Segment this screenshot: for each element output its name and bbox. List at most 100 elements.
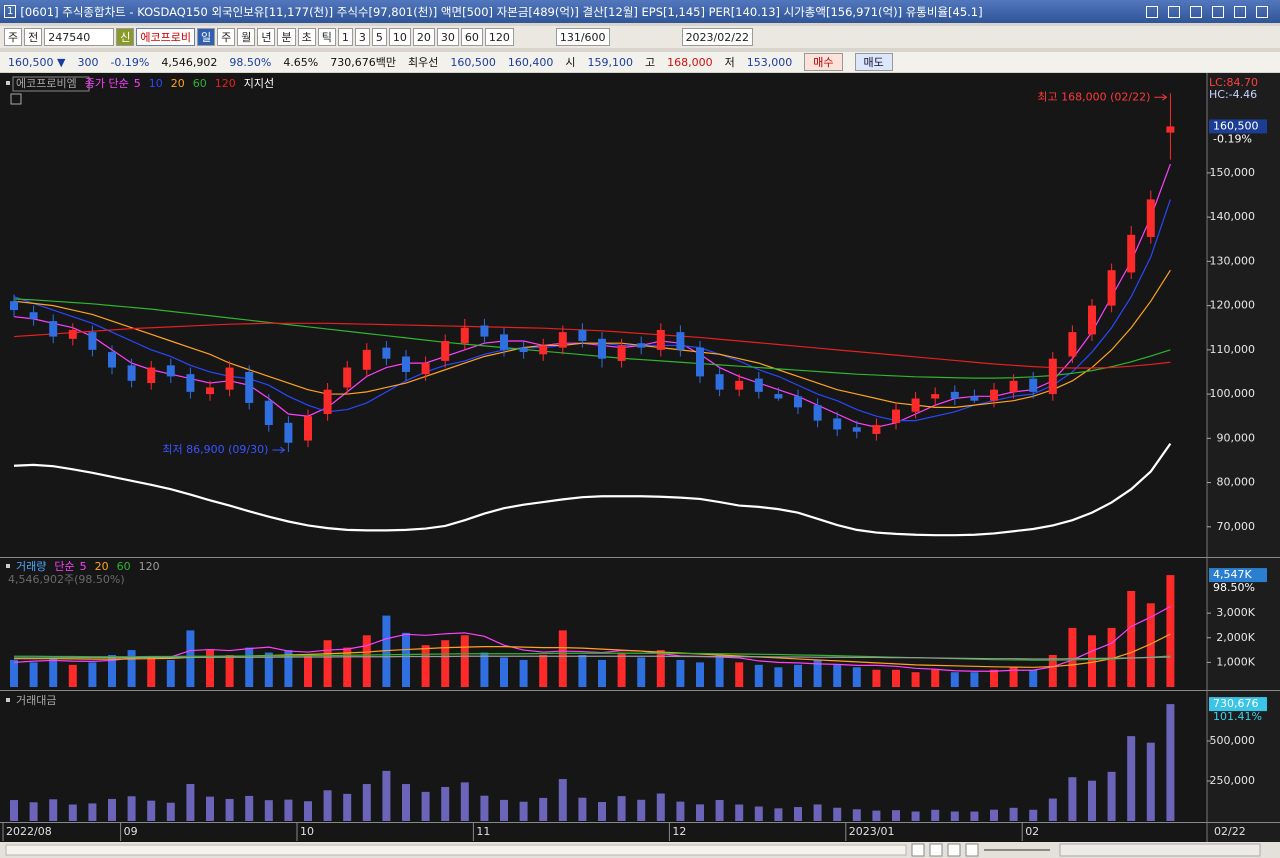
interval-button[interactable]: 3 (354, 28, 370, 46)
icon[interactable] (1146, 5, 1158, 18)
bar (970, 672, 979, 687)
bar (382, 770, 391, 821)
candle-body (1166, 126, 1175, 133)
period-button[interactable]: 주 (217, 28, 236, 46)
interval-button[interactable]: 60 (460, 28, 483, 46)
code-input[interactable]: 247540 (44, 28, 115, 46)
candle-body (1127, 234, 1136, 273)
bar (911, 672, 920, 687)
icon[interactable] (1256, 5, 1268, 18)
icon[interactable] (1168, 5, 1180, 18)
candle-body (284, 422, 293, 443)
bar (166, 659, 175, 687)
bar (990, 669, 998, 687)
bar (1029, 669, 1038, 687)
bar (931, 669, 940, 687)
legend-title: 거래량 (16, 560, 46, 573)
market-badge: 신 (116, 28, 135, 46)
sell-button[interactable]: 매도 (854, 53, 893, 71)
period-button[interactable]: 월 (237, 28, 256, 46)
bar (68, 804, 77, 821)
bar (1166, 704, 1175, 821)
bar (950, 672, 959, 687)
bar (1048, 655, 1057, 687)
icon[interactable] (1234, 5, 1246, 18)
interval-button[interactable]: 5 (371, 28, 387, 46)
candle-body (304, 416, 312, 441)
bar (29, 802, 38, 821)
scroll-track[interactable] (5, 844, 907, 856)
low: 153,000 (746, 55, 793, 69)
interval-button[interactable]: 10 (388, 28, 411, 46)
icon[interactable] (1212, 5, 1224, 18)
bar (480, 795, 489, 821)
candle-body (88, 332, 97, 350)
candle-body (402, 356, 410, 372)
candle-body (990, 389, 998, 401)
candle-body (637, 343, 646, 348)
icon[interactable] (1190, 5, 1202, 18)
interval-button[interactable]: 1 (337, 28, 353, 46)
period-button[interactable]: 초 (297, 28, 316, 46)
last-value-box (1209, 119, 1267, 134)
candle-body (245, 371, 254, 403)
last-value: 4,547K (1213, 568, 1252, 581)
candle-body (264, 400, 273, 426)
period-button[interactable]: 틱 (317, 28, 336, 46)
last-sub: 98.50% (1213, 581, 1255, 594)
scroll-button[interactable] (947, 843, 961, 857)
legend-entry: 120 (139, 560, 160, 573)
bar (637, 657, 646, 687)
best-label: 최우선 (408, 56, 439, 69)
legend-entry: 10 (149, 77, 163, 90)
candle-body (1009, 380, 1018, 392)
candle-body (558, 332, 567, 348)
scroll-button[interactable] (929, 843, 943, 857)
bar (186, 784, 195, 821)
ma-line (13, 298, 1171, 379)
last-sub: -0.19% (1213, 132, 1252, 145)
y-tick-label: 100,000 (1210, 387, 1256, 400)
bar (166, 802, 175, 821)
window-title: [0601] 주식종합차트 - KOSDAQ150 외국인보유[11,177(천… (20, 4, 983, 19)
interval-button[interactable]: 20 (412, 28, 435, 46)
bar (656, 793, 665, 821)
bar (833, 664, 842, 687)
bar (225, 655, 234, 687)
bar (1009, 807, 1018, 821)
date-input[interactable]: 2023/02/22 (681, 28, 753, 46)
legend-marker (6, 564, 10, 568)
unit-select[interactable]: 주 (4, 28, 23, 46)
bar (990, 809, 998, 821)
tool-buttons[interactable] (1059, 843, 1261, 857)
prev-button[interactable]: 전 (24, 28, 43, 46)
ma-line (14, 655, 1171, 660)
period-button[interactable]: 일 (196, 28, 216, 46)
open-label: 시 (565, 56, 576, 69)
interval-button[interactable]: 120 (484, 28, 514, 46)
buy-button[interactable]: 매수 (804, 53, 843, 71)
last-value: 160,500 (1213, 119, 1259, 132)
bar (362, 635, 371, 687)
interval-button[interactable]: 30 (436, 28, 459, 46)
candle-body (29, 312, 38, 319)
bar (892, 669, 900, 687)
period-button[interactable]: 년 (257, 28, 276, 46)
scroll-button[interactable] (965, 843, 979, 857)
candle-body (323, 389, 332, 414)
bar (539, 797, 548, 821)
bar (304, 655, 312, 687)
scroll-button[interactable] (911, 843, 925, 857)
calendar-icon[interactable] (10, 93, 22, 105)
period-button[interactable]: 분 (277, 28, 296, 46)
candle-body (794, 396, 802, 408)
candle-body (598, 338, 606, 359)
legend-entry: 20 (171, 77, 185, 90)
candle-body (1107, 270, 1116, 306)
y-tick-label: 140,000 (1210, 210, 1256, 223)
bar (774, 808, 783, 821)
candle-body (519, 347, 528, 353)
bar (460, 782, 469, 821)
bar (441, 640, 450, 687)
bar (343, 793, 352, 821)
